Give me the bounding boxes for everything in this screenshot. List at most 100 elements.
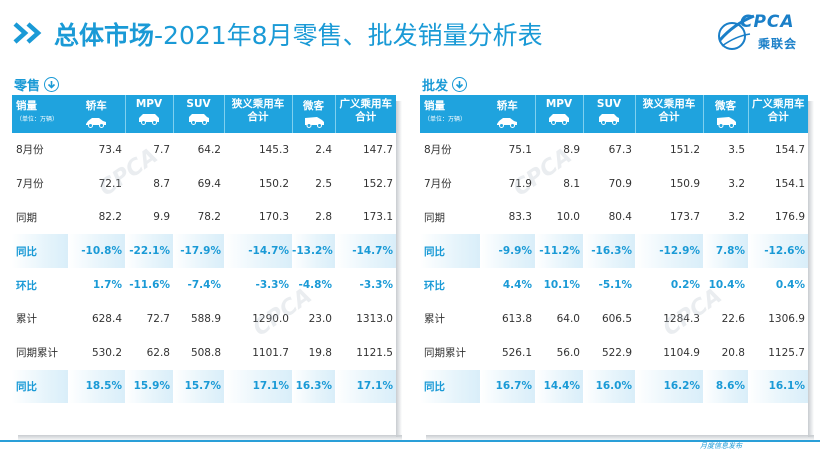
footer-text: 月度信息发布 — [700, 442, 742, 450]
table-cell: 72.1 — [98, 177, 122, 190]
row-label: 累计 — [424, 313, 445, 326]
table-cell: 173.1 — [362, 211, 393, 224]
header-unit: （单位：万辆） — [424, 116, 467, 123]
row-label: 同期累计 — [16, 347, 58, 360]
retail-table: 销量 （单位：万辆） 轿车 MPV SUV 狭义乘用车 合计 微客 广义乘用车 合计 8月份 73.… — [12, 95, 396, 404]
table-cell: 8.1 — [563, 177, 580, 190]
table-cell: 8.7 — [153, 177, 170, 190]
row-label: 同比 — [420, 234, 480, 269]
wholesale-table-panel: 销量 （单位：万辆） 轿车 MPV SUV 狭义乘用车 合计 微客 广义乘用车 合计 8月份 75.… — [420, 95, 814, 441]
row-label: 8月份 — [16, 144, 44, 157]
table-cell: -22.1% — [125, 234, 173, 269]
table-cell: 152.7 — [362, 177, 393, 190]
table-cell: 176.9 — [774, 211, 805, 224]
table-cell: 4.4% — [502, 279, 532, 292]
table-cell: 1121.5 — [356, 346, 393, 359]
table-cell: 1125.7 — [768, 346, 805, 359]
row-label: 同期 — [16, 211, 37, 224]
header-cell: 狭义乘用车 合计 — [223, 95, 292, 133]
table-row: 同期累计 526.1 56.0 522.9 1104.9 20.8 1125.7 — [420, 336, 808, 370]
table-cell: 7.7 — [153, 143, 170, 156]
mpv-icon — [536, 113, 583, 128]
table-row: 8月份 73.4 7.7 64.2 145.3 2.4 147.7 — [12, 133, 396, 167]
table-cell: 7.8% — [703, 234, 748, 269]
header-label: 轿车 — [496, 100, 518, 112]
table-cell: 8.6% — [703, 369, 748, 404]
table-row: 同期累计 530.2 62.8 508.8 1101.7 19.8 1121.5 — [12, 336, 396, 370]
sedan-icon — [68, 116, 125, 131]
table-cell: 628.4 — [91, 312, 122, 325]
table-cell: 1284.3 — [663, 312, 700, 325]
table-cell: 2.8 — [315, 211, 332, 224]
suv-icon — [584, 113, 635, 128]
header-line1: 狭义乘用车 — [642, 98, 696, 110]
table-cell: 19.8 — [308, 346, 332, 359]
table-cell: 1313.0 — [356, 312, 393, 325]
table-row: 环比 4.4% 10.1% -5.1% 0.2% 10.4% 0.4% — [420, 268, 808, 302]
table-cell: -3.3% — [255, 279, 289, 292]
header-line2: 合计 — [767, 111, 789, 123]
wholesale-table: 销量 （单位：万辆） 轿车 MPV SUV 狭义乘用车 合计 微客 广义乘用车 合计 8月份 75.… — [420, 95, 808, 404]
header-row: 销量 （单位：万辆） 轿车 MPV SUV 狭义乘用车 合计 微客 广义乘用车 合计 — [12, 95, 396, 133]
table-cell: 16.3% — [292, 369, 335, 404]
row-label: 累计 — [16, 313, 37, 326]
table-cell: -10.8% — [68, 234, 125, 269]
table-row: 同比 -10.8% -22.1% -17.9% -14.7% -13.2% -14.7% — [12, 234, 396, 269]
table-cell: 1290.0 — [252, 312, 289, 325]
header-label: MPV — [135, 98, 163, 110]
header-line2: 合计 — [355, 111, 377, 123]
table-cell: 73.4 — [98, 143, 122, 156]
table-cell: -11.2% — [535, 234, 583, 269]
globe-swoosh-icon — [718, 14, 755, 50]
header-cell: 轿车 — [68, 95, 125, 133]
table-cell: 78.2 — [197, 211, 221, 224]
row-label: 同比 — [12, 234, 68, 269]
table-cell: 154.7 — [774, 143, 805, 156]
table-cell: 16.0% — [583, 369, 635, 404]
header-cell: 广义乘用车 合计 — [747, 95, 808, 133]
table-cell: 82.2 — [98, 211, 122, 224]
table-cell: -14.7% — [335, 234, 396, 269]
table-cell: 16.7% — [480, 369, 535, 404]
header-label: SUV — [186, 98, 211, 110]
table-cell: 56.0 — [556, 346, 580, 359]
table-row: 8月份 75.1 8.9 67.3 151.2 3.5 154.7 — [420, 133, 808, 167]
table-cell: 10.0 — [556, 211, 580, 224]
page-title: 总体市场-2021年8月零售、批发销量分析表 — [54, 16, 543, 52]
table-cell: 1104.9 — [663, 346, 700, 359]
table-cell: -9.9% — [480, 234, 535, 269]
table-cell: -16.3% — [583, 234, 635, 269]
table-cell: 70.9 — [608, 177, 632, 190]
table-cell: 1101.7 — [252, 346, 289, 359]
header-line2: 合计 — [658, 111, 680, 123]
table-cell: 9.9 — [153, 211, 170, 224]
table-row: 同期 83.3 10.0 80.4 173.7 3.2 176.9 — [420, 201, 808, 235]
table-cell: 2.5 — [315, 177, 332, 190]
table-cell: -13.2% — [292, 234, 335, 269]
table-cell: -17.9% — [173, 234, 224, 269]
header-line1: 广义乘用车 — [339, 98, 393, 110]
header-label: 轿车 — [85, 100, 107, 112]
header-sales-label: 销量 — [424, 100, 445, 112]
header-cell-sales: 销量 （单位：万辆） — [420, 95, 480, 133]
table-cell: 154.1 — [774, 177, 805, 190]
wholesale-label-text: 批发 — [422, 79, 449, 94]
minivan-icon — [704, 116, 748, 131]
table-cell: 526.1 — [501, 346, 532, 359]
table-cell: 8.9 — [563, 143, 580, 156]
table-cell: 17.1% — [224, 369, 292, 404]
retail-label-text: 零售 — [14, 79, 41, 94]
row-label: 同期累计 — [424, 347, 466, 360]
table-cell: 62.8 — [146, 346, 170, 359]
header-cell: 微客 — [291, 95, 335, 133]
table-cell: 150.2 — [258, 177, 289, 190]
table-cell: 16.2% — [635, 369, 703, 404]
table-cell: 508.8 — [190, 346, 221, 359]
title-rest: -2021年8月零售、批发销量分析表 — [154, 21, 543, 50]
table-cell: 173.7 — [669, 211, 700, 224]
header-cell: 轿车 — [480, 95, 535, 133]
table-cell: -7.4% — [187, 279, 221, 292]
suv-icon — [174, 113, 224, 128]
table-cell: -12.9% — [635, 234, 703, 269]
table-cell: 72.7 — [146, 312, 170, 325]
